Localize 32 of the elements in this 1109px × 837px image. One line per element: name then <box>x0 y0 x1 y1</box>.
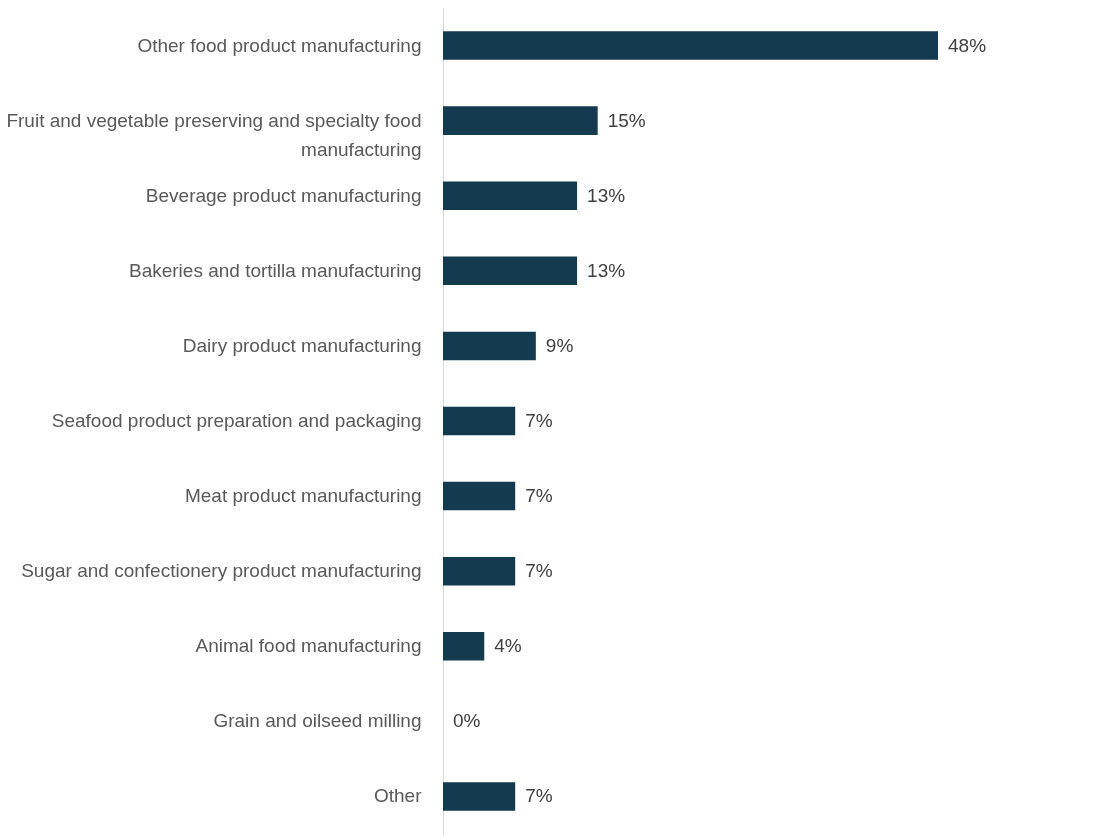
bar <box>443 181 578 210</box>
data-label: 7% <box>525 410 553 431</box>
y-tick-label: Seafood product preparation and packaging <box>51 410 422 431</box>
bar <box>443 256 578 286</box>
bar <box>443 556 516 586</box>
y-tick-label: Bakeries and tortilla manufacturing <box>128 259 422 281</box>
bar <box>443 632 485 661</box>
y-tick-label: Animal food manufacturing <box>195 635 422 657</box>
data-label: 7% <box>525 485 553 507</box>
data-label: 4% <box>494 635 522 657</box>
data-label: 9% <box>545 334 574 356</box>
bar <box>443 31 938 60</box>
y-tick-label: Grain and oilseed milling <box>213 710 422 732</box>
y-tick-label: Beverage product manufacturing <box>145 184 422 206</box>
bar <box>443 481 516 511</box>
data-label: 7% <box>525 785 553 807</box>
y-tick-label: Sugar and confectionery product manufacturing <box>21 560 422 582</box>
bar <box>443 331 536 361</box>
data-label: 7% <box>525 560 553 582</box>
y-tick-label: Meat product manufacturing <box>184 485 422 507</box>
data-label: 13% <box>587 259 626 281</box>
y-tick-label: Other food product manufacturing <box>137 34 422 56</box>
y-tick-label: Dairy product manufacturing <box>182 334 422 356</box>
data-label: 13% <box>587 184 626 206</box>
data-label: 15% <box>607 109 646 131</box>
data-label: 0% <box>453 710 481 732</box>
bar <box>443 782 516 811</box>
bar <box>443 406 516 436</box>
y-tick-label: Other <box>373 785 423 807</box>
y-tick-label: Fruit and vegetable preserving and specialty food manufacturing <box>6 109 422 160</box>
bar <box>443 106 598 135</box>
data-label: 48% <box>948 34 987 56</box>
